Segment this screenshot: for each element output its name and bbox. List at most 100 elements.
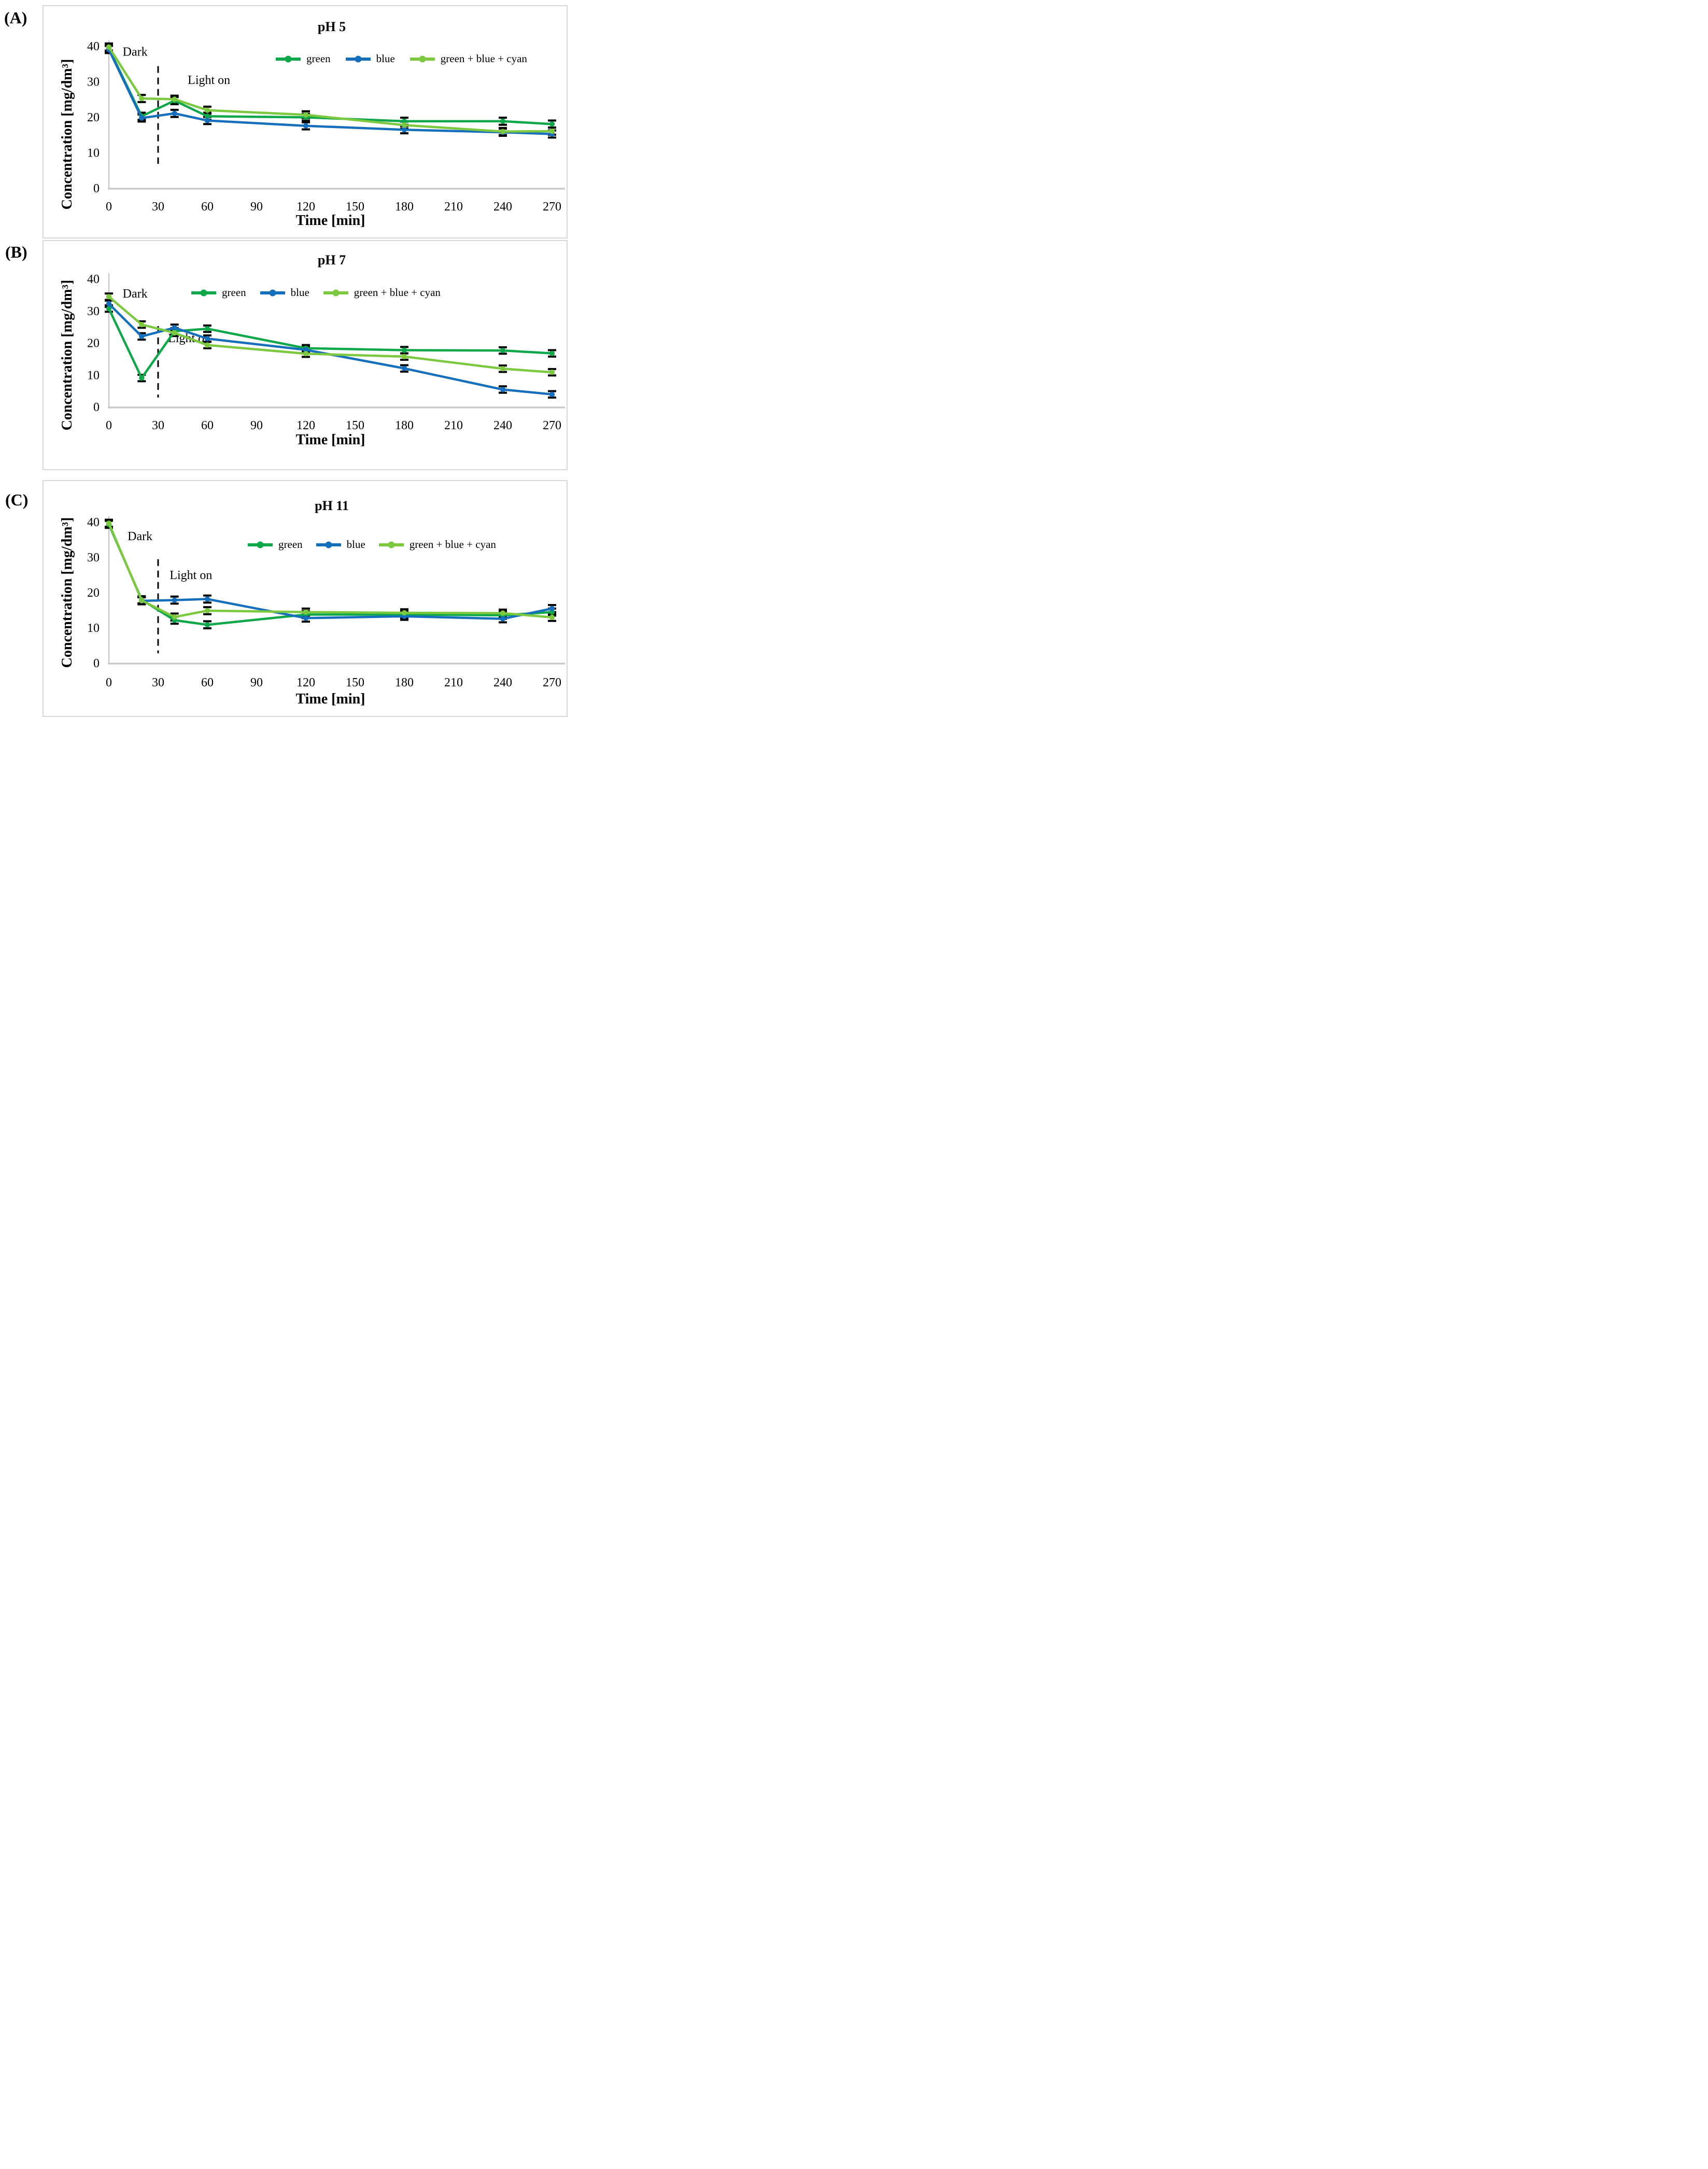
data-point-green xyxy=(204,622,210,628)
legend-dot-icon xyxy=(419,55,426,62)
data-point-green xyxy=(204,114,210,119)
legend-dot-icon xyxy=(269,289,276,296)
panel-letter-c: (C) xyxy=(5,490,29,509)
legend-item: green xyxy=(276,52,331,65)
data-point-green_blue_cyan xyxy=(500,129,506,134)
line-chart-ph11: 0 10 20 30 40 0 30 60 90 120 150 180 210 240 270 Dark Li… xyxy=(59,516,565,707)
data-point-green xyxy=(549,121,555,127)
chart-panel-ph11: 0 10 20 30 40 0 30 60 90 120 150 180 210 240 270 Dark Li… xyxy=(43,480,568,717)
x-tick-label: 270 xyxy=(543,676,561,689)
legend-label: blue xyxy=(376,52,395,65)
data-point-blue xyxy=(303,615,309,621)
data-point-green_blue_cyan xyxy=(139,598,145,603)
chart-legend: green blue green + blue + cyan xyxy=(276,52,527,65)
y-tick-label: 20 xyxy=(87,586,100,600)
legend-dot-icon xyxy=(325,541,332,548)
data-point-blue xyxy=(172,325,177,331)
legend-item: green xyxy=(248,538,303,551)
x-tick-label: 240 xyxy=(493,419,512,432)
data-point-blue xyxy=(204,336,210,342)
y-tick-label: 20 xyxy=(87,337,100,350)
data-point-blue xyxy=(172,110,177,116)
legend-label: green + blue + cyan xyxy=(440,52,527,65)
data-point-green_blue_cyan xyxy=(204,608,210,614)
data-point-blue xyxy=(204,118,210,123)
data-point-green_blue_cyan xyxy=(303,112,309,118)
data-point-green xyxy=(500,118,506,124)
legend-dot-icon xyxy=(285,55,292,62)
y-tick-label: 30 xyxy=(87,76,100,89)
series-line-green xyxy=(107,47,554,125)
data-point-blue xyxy=(139,333,145,340)
data-point-green_blue_cyan xyxy=(139,95,145,102)
x-tick-label: 30 xyxy=(152,200,164,214)
x-tick-label: 60 xyxy=(201,200,214,214)
legend-item: green + blue + cyan xyxy=(378,538,496,551)
y-axis-title: Concentration [mg/dm³] xyxy=(59,59,75,210)
legend-item: blue xyxy=(260,286,309,299)
legend-line-marker-icon xyxy=(276,55,301,62)
x-tick-label: 180 xyxy=(395,676,414,689)
data-point-green xyxy=(106,305,112,312)
x-tick-label: 270 xyxy=(543,200,561,214)
y-tick-label: 30 xyxy=(87,551,100,565)
legend-line-marker-icon xyxy=(345,55,371,62)
data-point-blue xyxy=(303,347,309,353)
data-point-green_blue_cyan xyxy=(106,520,112,526)
data-point-green_blue_cyan xyxy=(401,610,407,616)
figure-page: { "colors": { "green": "#0EA84B", "blue"… xyxy=(0,0,569,723)
data-point-blue xyxy=(549,605,555,612)
data-point-blue xyxy=(401,365,407,371)
legend-dot-icon xyxy=(355,55,362,62)
x-axis-title: Time [min] xyxy=(295,691,365,707)
x-tick-label: 240 xyxy=(493,676,512,689)
legend-line-marker-icon xyxy=(260,289,285,296)
legend-label: green xyxy=(222,286,246,299)
series-line-green_blue_cyan xyxy=(107,522,554,619)
data-point-blue xyxy=(500,616,506,622)
x-tick-label: 150 xyxy=(346,200,364,214)
legend-item: green + blue + cyan xyxy=(410,52,527,65)
x-tick-label: 150 xyxy=(346,676,364,689)
data-point-green_blue_cyan xyxy=(500,610,506,616)
x-tick-label: 210 xyxy=(444,676,463,689)
y-axis-title: Concentration [mg/dm³] xyxy=(59,280,75,431)
chart-legend: green blue green + blue + cyan xyxy=(248,538,496,551)
panel-letter-b: (B) xyxy=(5,243,27,261)
data-point-green xyxy=(500,347,506,354)
x-tick-label: 150 xyxy=(346,419,364,432)
x-tick-label: 180 xyxy=(395,200,414,214)
y-tick-label: 0 xyxy=(93,401,100,414)
x-tick-label: 120 xyxy=(297,676,315,689)
data-point-green xyxy=(401,118,407,124)
x-tick-label: 90 xyxy=(250,676,263,689)
data-point-green_blue_cyan xyxy=(401,354,407,360)
legend-item: blue xyxy=(345,52,395,65)
data-point-blue xyxy=(172,597,177,603)
annotation-light-on: Light on xyxy=(170,569,212,582)
chart-title-ph11: pH 11 xyxy=(315,498,349,513)
data-point-green_blue_cyan xyxy=(172,330,177,336)
x-tick-label: 180 xyxy=(395,419,414,432)
legend-item: blue xyxy=(316,538,365,551)
series-line-green_blue_cyan xyxy=(107,295,554,374)
data-point-green_blue_cyan xyxy=(303,609,309,615)
legend-dot-icon xyxy=(200,289,207,296)
legend-item: green xyxy=(191,286,246,299)
x-tick-label: 210 xyxy=(444,419,463,432)
data-point-green_blue_cyan xyxy=(549,369,555,375)
x-tick-label: 0 xyxy=(106,676,112,689)
data-point-green_blue_cyan xyxy=(106,44,112,50)
legend-line-marker-icon xyxy=(378,541,404,548)
data-point-blue xyxy=(549,391,555,397)
chart-panel-ph7: 0 10 20 30 40 0 30 60 90 120 150 180 210 240 270 Dark Li… xyxy=(43,240,568,470)
data-point-blue xyxy=(500,387,506,392)
legend-line-marker-icon xyxy=(410,55,435,62)
series-line-green_blue_cyan xyxy=(107,46,554,133)
data-point-green_blue_cyan xyxy=(204,342,210,348)
data-point-green_blue_cyan xyxy=(106,294,112,300)
data-point-blue xyxy=(401,127,407,133)
data-point-green xyxy=(139,375,145,381)
line-chart-ph5: 0 10 20 30 40 0 30 60 90 120 150 180 210 240 270 Dark Li… xyxy=(59,40,565,229)
legend-label: green xyxy=(306,52,331,65)
